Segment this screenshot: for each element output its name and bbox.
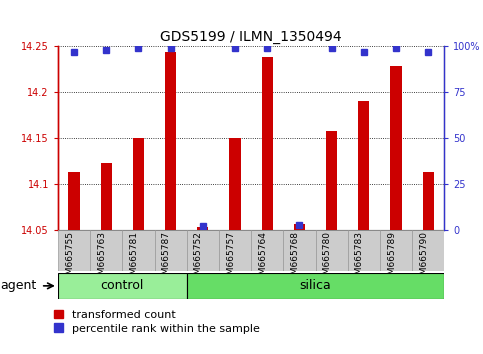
Bar xyxy=(423,172,434,230)
Bar xyxy=(358,101,369,230)
Bar xyxy=(294,224,305,230)
Text: GSM665789: GSM665789 xyxy=(387,231,396,286)
Bar xyxy=(90,230,122,271)
Bar xyxy=(100,163,112,230)
Bar xyxy=(219,230,251,271)
Text: GSM665780: GSM665780 xyxy=(323,231,332,286)
Bar xyxy=(326,131,337,230)
Text: GSM665757: GSM665757 xyxy=(226,231,235,286)
Title: GDS5199 / ILMN_1350494: GDS5199 / ILMN_1350494 xyxy=(160,30,342,44)
Bar xyxy=(229,138,241,230)
Bar xyxy=(348,230,380,271)
Bar xyxy=(315,230,348,271)
Text: GSM665781: GSM665781 xyxy=(129,231,139,286)
Bar xyxy=(187,230,219,271)
Legend: transformed count, percentile rank within the sample: transformed count, percentile rank withi… xyxy=(54,310,259,333)
Text: control: control xyxy=(100,279,144,292)
Bar xyxy=(251,230,284,271)
Bar xyxy=(262,57,273,230)
Bar xyxy=(197,227,209,230)
Text: GSM665763: GSM665763 xyxy=(97,231,106,286)
Text: GSM665764: GSM665764 xyxy=(258,231,267,286)
Bar xyxy=(155,230,187,271)
Bar xyxy=(133,138,144,230)
Bar xyxy=(412,230,444,271)
Text: GSM665787: GSM665787 xyxy=(162,231,170,286)
Text: GSM665752: GSM665752 xyxy=(194,231,203,286)
Text: GSM665755: GSM665755 xyxy=(65,231,74,286)
Text: silica: silica xyxy=(299,279,331,292)
Text: GSM665783: GSM665783 xyxy=(355,231,364,286)
Bar xyxy=(187,273,444,299)
Text: agent: agent xyxy=(0,279,36,292)
Text: GSM665768: GSM665768 xyxy=(290,231,299,286)
Bar xyxy=(380,230,412,271)
Bar xyxy=(390,66,402,230)
Bar xyxy=(284,230,315,271)
Bar xyxy=(58,230,90,271)
Bar xyxy=(165,52,176,230)
Text: GSM665790: GSM665790 xyxy=(419,231,428,286)
Bar xyxy=(69,172,80,230)
Bar xyxy=(122,230,155,271)
Bar xyxy=(58,273,187,299)
